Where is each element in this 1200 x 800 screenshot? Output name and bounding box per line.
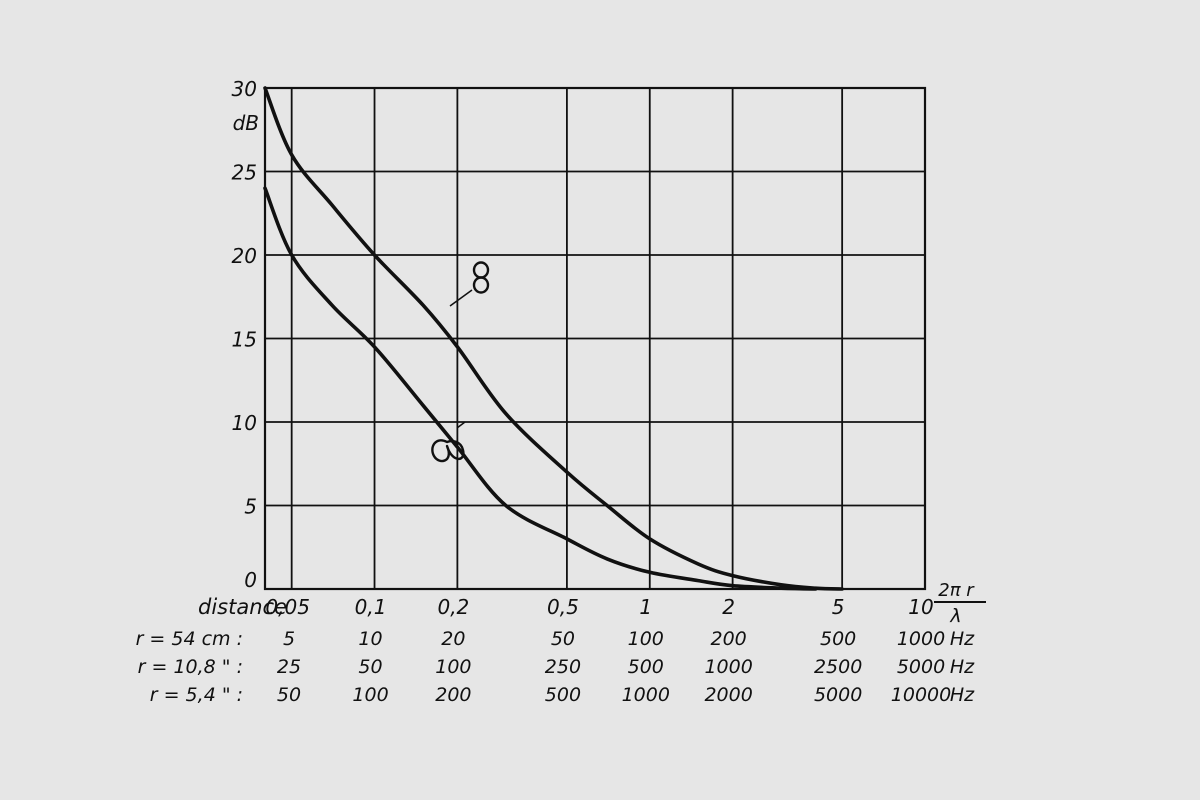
y-tick-label: 25 <box>232 161 257 185</box>
frequency-value: 1000 <box>622 684 670 706</box>
frequency-value: 200 <box>435 684 471 706</box>
frequency-value: 5000 <box>897 656 945 678</box>
frequency-value: 100 <box>352 684 388 706</box>
frequency-value: 500 <box>545 684 581 706</box>
frequency-value: 100 <box>435 656 471 678</box>
x-tick-label: 10 <box>908 595 933 619</box>
frequency-value: 10 <box>358 628 382 650</box>
x-axis-row-label: distance <box>198 595 287 619</box>
curves <box>263 86 844 591</box>
x-tick-label: 0,2 <box>437 595 469 619</box>
frequency-value: 2500 <box>814 656 862 678</box>
frequency-unit: Hz <box>950 684 975 706</box>
frequency-unit: Hz <box>950 656 975 678</box>
frequency-value: 200 <box>710 628 746 650</box>
frequency-value: 5 <box>283 628 295 650</box>
frequency-unit: Hz <box>950 628 975 650</box>
frequency-value: 500 <box>820 628 856 650</box>
series-line-cardioid <box>263 186 818 591</box>
x-axis-end-denominator: λ <box>949 605 961 627</box>
frequency-value: 5000 <box>814 684 862 706</box>
frequency-row-label: r = 5,4 " : <box>150 684 243 706</box>
y-tick-label: 5 <box>244 495 257 519</box>
frequency-value: 250 <box>545 656 581 678</box>
frequency-value: 10000 <box>891 684 951 706</box>
frequency-value: 100 <box>628 628 664 650</box>
frequency-value: 50 <box>358 656 382 678</box>
y-tick-label: 0 <box>244 568 257 592</box>
series-line-figure-eight <box>263 86 844 591</box>
frequency-value: 20 <box>441 628 465 650</box>
x-tick-label: 0,05 <box>265 595 310 619</box>
x-tick-label: 2 <box>722 595 735 619</box>
y-tick-label: 10 <box>232 411 257 435</box>
frequency-value: 1000 <box>704 656 752 678</box>
x-axis-end-numerator: 2π r <box>938 580 975 601</box>
cardioid-pattern-icon <box>431 421 466 463</box>
figure-eight-leader <box>449 289 473 307</box>
frequency-row-label: r = 54 cm : <box>136 628 243 650</box>
figure-eight-pattern-icon <box>449 261 490 307</box>
frequency-value: 2000 <box>704 684 752 706</box>
x-tick-label: 1 <box>639 595 652 619</box>
frequency-value: 25 <box>277 656 301 678</box>
x-tick-label: 5 <box>832 595 845 619</box>
y-tick-label: 30 <box>232 77 257 101</box>
plot-frame <box>263 86 927 591</box>
y-tick-label: 20 <box>232 244 257 268</box>
cardioid-leader <box>456 421 466 429</box>
frequency-row-label: r = 10,8 " : <box>138 656 243 678</box>
x-tick-label: 0,1 <box>355 595 387 619</box>
frequency-value: 50 <box>551 628 575 650</box>
frequency-value: 1000 <box>897 628 945 650</box>
y-axis-label: dB <box>233 111 259 135</box>
frequency-value: 50 <box>277 684 301 706</box>
y-tick-label: 15 <box>232 328 257 352</box>
grid <box>265 87 926 590</box>
frequency-value: 500 <box>628 656 664 678</box>
x-tick-label: 0,5 <box>547 595 579 619</box>
